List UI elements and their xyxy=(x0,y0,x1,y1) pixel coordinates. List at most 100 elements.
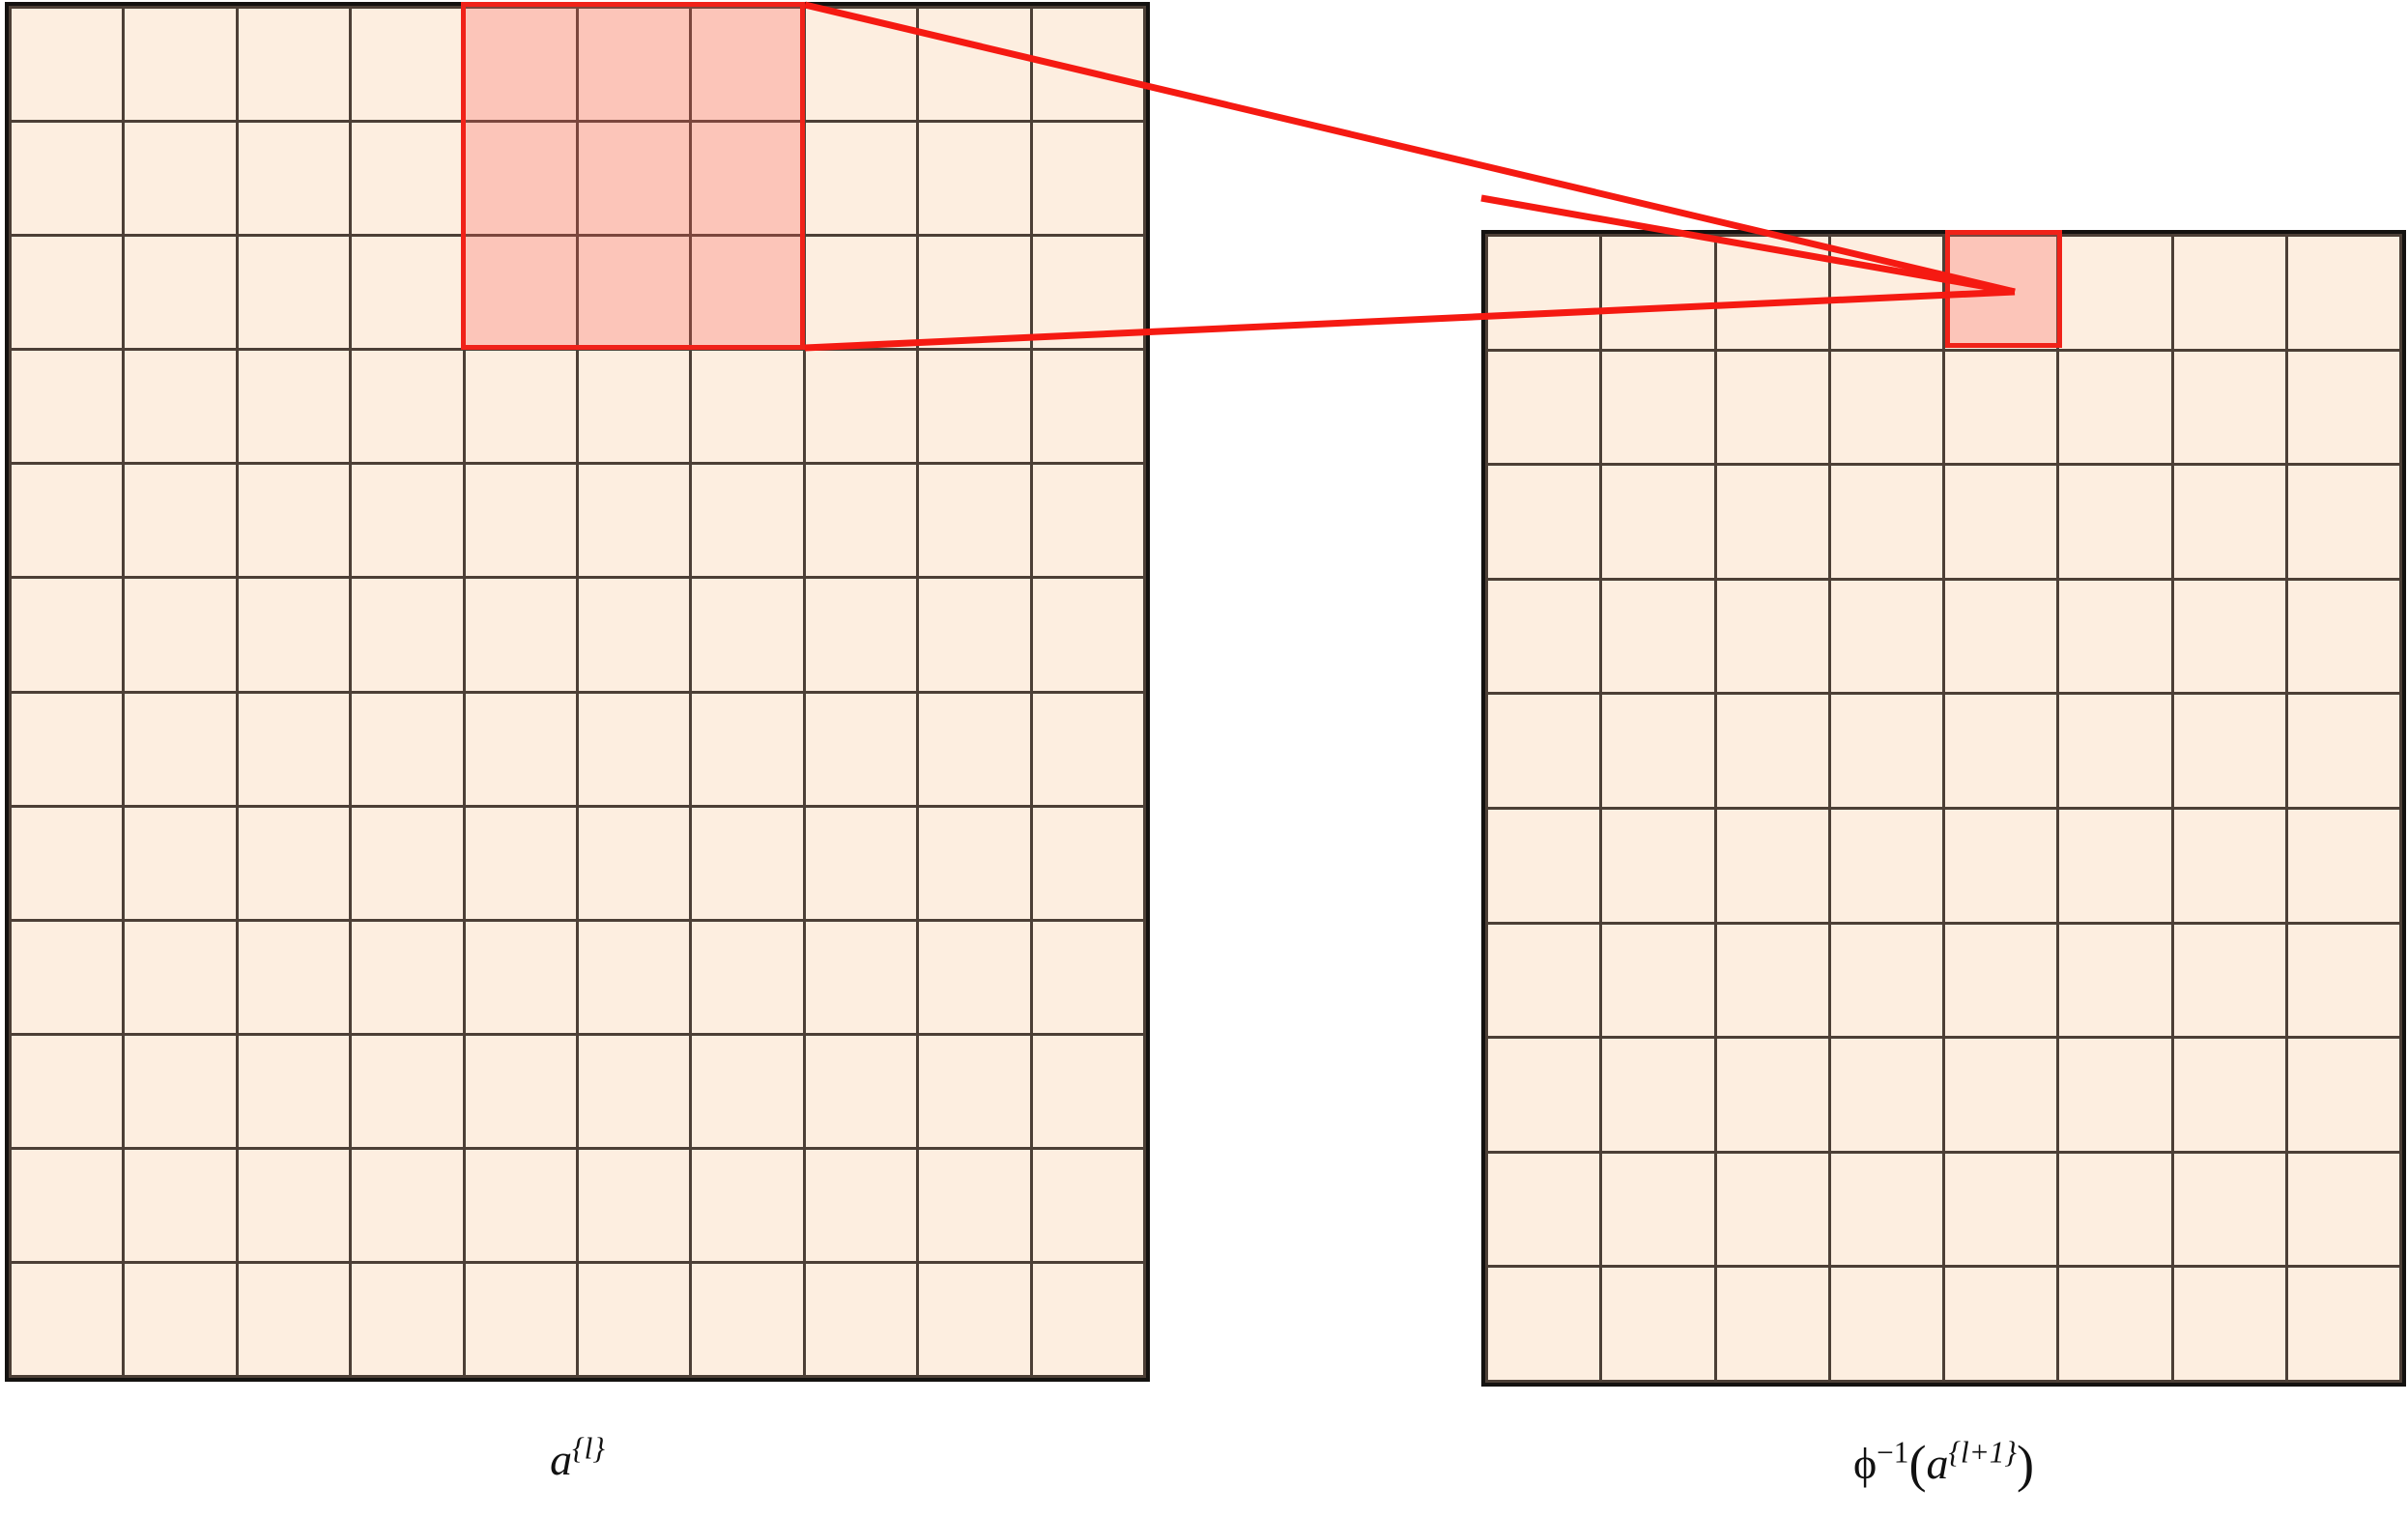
grid-cell xyxy=(2059,924,2171,1037)
grid-cell xyxy=(1945,1039,2057,1151)
grid-cell xyxy=(579,1263,690,1375)
grid-cell xyxy=(692,1149,803,1261)
grid-cell xyxy=(1602,924,1714,1037)
grid-cell xyxy=(352,1035,463,1147)
grid-cell xyxy=(919,1263,1030,1375)
grid-cell xyxy=(465,1035,576,1147)
grid-cell xyxy=(12,351,123,463)
right-caption-base: a xyxy=(1926,1438,1949,1488)
grid-cell xyxy=(1716,466,1828,578)
grid-cell xyxy=(238,1035,350,1147)
grid-cell xyxy=(465,237,576,349)
grid-cell xyxy=(692,921,803,1033)
grid-cell xyxy=(12,9,123,121)
grid-cell xyxy=(2287,809,2399,922)
grid-cell xyxy=(805,465,917,577)
grid-cell xyxy=(465,465,576,577)
grid-cell xyxy=(1716,1039,1828,1151)
grid-cell xyxy=(125,807,236,919)
grid-cell xyxy=(2173,466,2285,578)
grid-cell xyxy=(1602,1268,1714,1380)
grid-cell xyxy=(465,579,576,691)
grid-cell xyxy=(692,351,803,463)
grid-cell xyxy=(465,921,576,1033)
grid-cell xyxy=(1945,1153,2057,1266)
grid-cell xyxy=(12,1149,123,1261)
grid-cell xyxy=(1602,237,1714,349)
grid-cell xyxy=(1032,579,1143,691)
grid-cell xyxy=(1602,580,1714,693)
grid-cell xyxy=(2287,695,2399,807)
grid-cell xyxy=(1830,1153,1942,1266)
grid-cell xyxy=(1716,580,1828,693)
grid-cell xyxy=(919,921,1030,1033)
grid-cell xyxy=(1488,580,1600,693)
grid-cell xyxy=(465,1149,576,1261)
grid-cell xyxy=(1032,807,1143,919)
grid-cell xyxy=(1032,9,1143,121)
grid-cell xyxy=(1488,466,1600,578)
grid-cell xyxy=(12,123,123,235)
grid-cell xyxy=(579,1149,690,1261)
grid-cell xyxy=(579,123,690,235)
grid-cell xyxy=(2287,1268,2399,1380)
grid-cell xyxy=(805,921,917,1033)
grid-cell xyxy=(125,693,236,805)
grid-cell xyxy=(2287,466,2399,578)
grid-cell xyxy=(2287,580,2399,693)
grid-cell xyxy=(2173,924,2285,1037)
grid-cell xyxy=(125,1149,236,1261)
grid-cell xyxy=(1716,1153,1828,1266)
grid-cell xyxy=(1602,809,1714,922)
grid-cell xyxy=(238,1263,350,1375)
grid-cell xyxy=(2173,237,2285,349)
grid-cell xyxy=(238,693,350,805)
grid-cell xyxy=(1716,924,1828,1037)
grid-cell xyxy=(919,9,1030,121)
grid-cell xyxy=(352,237,463,349)
grid-cell xyxy=(125,237,236,349)
grid-cell xyxy=(1830,1268,1942,1380)
grid-cell xyxy=(2059,809,2171,922)
right-map-cells xyxy=(1485,234,2402,1383)
right-map-caption: ϕ−1(a{l+1}) xyxy=(1481,1437,2406,1490)
grid-cell xyxy=(352,807,463,919)
grid-cell xyxy=(2287,237,2399,349)
grid-cell xyxy=(1945,695,2057,807)
grid-cell xyxy=(1945,466,2057,578)
grid-cell xyxy=(692,1035,803,1147)
grid-cell xyxy=(2173,1153,2285,1266)
grid-cell xyxy=(2059,695,2171,807)
grid-cell xyxy=(125,921,236,1033)
grid-cell xyxy=(1830,809,1942,922)
grid-cell xyxy=(125,123,236,235)
grid-cell xyxy=(352,579,463,691)
grid-cell xyxy=(692,237,803,349)
grid-cell xyxy=(1716,1268,1828,1380)
grid-cell xyxy=(1032,351,1143,463)
grid-cell xyxy=(12,1263,123,1375)
grid-cell xyxy=(238,921,350,1033)
grid-cell xyxy=(2059,1039,2171,1151)
grid-cell xyxy=(2059,351,2171,464)
target-activation-map xyxy=(1481,230,2406,1387)
grid-cell xyxy=(579,237,690,349)
grid-cell xyxy=(1032,1149,1143,1261)
source-activation-map xyxy=(5,2,1150,1382)
grid-cell xyxy=(125,9,236,121)
grid-cell xyxy=(805,237,917,349)
grid-cell xyxy=(352,1263,463,1375)
grid-cell xyxy=(12,807,123,919)
grid-cell xyxy=(919,693,1030,805)
grid-cell xyxy=(2059,1153,2171,1266)
grid-cell xyxy=(919,237,1030,349)
grid-cell xyxy=(1488,351,1600,464)
grid-cell xyxy=(1830,237,1942,349)
grid-cell xyxy=(2173,1039,2285,1151)
grid-cell xyxy=(919,579,1030,691)
grid-cell xyxy=(919,807,1030,919)
grid-cell xyxy=(238,123,350,235)
grid-cell xyxy=(1945,351,2057,464)
grid-cell xyxy=(805,807,917,919)
grid-cell xyxy=(12,579,123,691)
